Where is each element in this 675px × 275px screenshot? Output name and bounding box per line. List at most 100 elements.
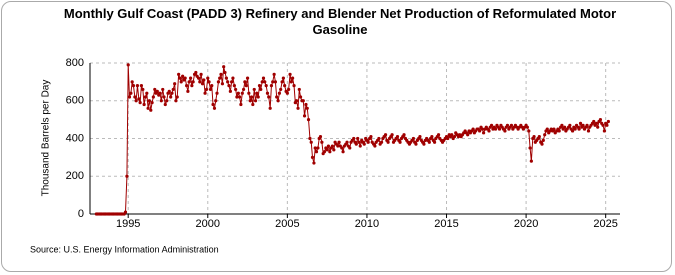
data-point xyxy=(386,140,390,144)
x-tick-label: 2010 xyxy=(355,218,379,230)
data-point xyxy=(398,140,402,144)
data-point xyxy=(345,140,349,144)
data-point xyxy=(227,84,231,88)
source-note: Source: U.S. Energy Information Administ… xyxy=(30,244,219,254)
data-point xyxy=(133,95,137,99)
data-point xyxy=(411,136,416,141)
data-point xyxy=(232,84,236,88)
data-point xyxy=(181,74,185,78)
data-point xyxy=(395,135,400,139)
data-point xyxy=(304,102,308,107)
data-point xyxy=(369,135,373,139)
data-point xyxy=(215,91,219,95)
data-point xyxy=(283,84,287,88)
data-point xyxy=(332,148,336,152)
data-point xyxy=(145,91,149,95)
data-point xyxy=(125,174,129,178)
data-point xyxy=(198,80,202,84)
data-point xyxy=(330,144,334,148)
data-point xyxy=(287,87,291,92)
data-point xyxy=(528,146,532,150)
data-point xyxy=(568,123,572,127)
data-point xyxy=(383,133,388,137)
data-point xyxy=(199,72,203,76)
data-point xyxy=(196,76,201,80)
data-point xyxy=(586,129,591,133)
data-point xyxy=(188,76,193,80)
data-point xyxy=(337,140,341,144)
data-point xyxy=(505,123,510,127)
data-point xyxy=(529,159,533,163)
data-point xyxy=(158,91,162,95)
data-point xyxy=(243,80,247,84)
data-point xyxy=(267,95,271,99)
data-point xyxy=(200,82,205,86)
data-point xyxy=(212,106,217,110)
data-point xyxy=(354,142,358,146)
data-point xyxy=(126,63,130,67)
data-point xyxy=(292,84,296,88)
data-point xyxy=(527,129,531,133)
data-point xyxy=(216,80,221,84)
data-point xyxy=(185,84,189,88)
data-point xyxy=(537,135,541,139)
data-point xyxy=(466,133,470,137)
data-point xyxy=(138,101,142,105)
data-point xyxy=(358,144,362,148)
data-point xyxy=(171,87,175,92)
x-tick-label: 2005 xyxy=(275,218,299,230)
data-point xyxy=(482,131,486,135)
data-point xyxy=(422,142,426,146)
data-point xyxy=(598,118,603,122)
data-point xyxy=(178,76,182,80)
data-point xyxy=(390,133,394,137)
data-point xyxy=(592,119,596,124)
data-point xyxy=(253,99,258,103)
data-point xyxy=(149,108,153,112)
data-point xyxy=(322,150,327,154)
data-point xyxy=(577,127,581,131)
data-point xyxy=(312,161,316,165)
data-point xyxy=(183,76,187,80)
data-point xyxy=(174,99,178,103)
data-point xyxy=(139,84,144,88)
data-point xyxy=(480,127,484,131)
chart-title: Monthly Gulf Coast (PADD 3) Refinery and… xyxy=(63,6,617,37)
data-point xyxy=(297,87,301,92)
data-point xyxy=(271,80,275,84)
data-point xyxy=(207,80,211,84)
data-point xyxy=(348,146,352,150)
data-point xyxy=(541,138,545,142)
data-point xyxy=(316,146,320,150)
data-point xyxy=(249,95,254,99)
data-point xyxy=(273,80,278,84)
data-point xyxy=(169,95,173,99)
data-point xyxy=(503,129,507,133)
data-point xyxy=(352,136,356,141)
data-point xyxy=(596,125,600,129)
data-point xyxy=(436,133,441,137)
y-tick-label: 800 xyxy=(66,57,84,69)
data-point xyxy=(244,84,248,88)
y-tick-label: 400 xyxy=(66,132,84,144)
data-point xyxy=(291,76,295,80)
data-point xyxy=(341,150,345,154)
data-point xyxy=(203,91,207,95)
data-point xyxy=(276,99,280,103)
data-point xyxy=(563,125,567,129)
data-point xyxy=(134,99,138,103)
data-point xyxy=(289,80,293,84)
data-point xyxy=(471,127,475,131)
data-point xyxy=(430,135,434,139)
data-point xyxy=(261,76,266,80)
data-point xyxy=(605,123,609,127)
data-point xyxy=(187,80,191,84)
data-point xyxy=(268,106,272,110)
data-point xyxy=(302,114,307,118)
data-point xyxy=(606,119,610,124)
data-point xyxy=(402,133,406,137)
data-point xyxy=(493,127,498,131)
data-point xyxy=(373,144,377,148)
data-point xyxy=(190,84,194,88)
data-point xyxy=(497,127,502,131)
